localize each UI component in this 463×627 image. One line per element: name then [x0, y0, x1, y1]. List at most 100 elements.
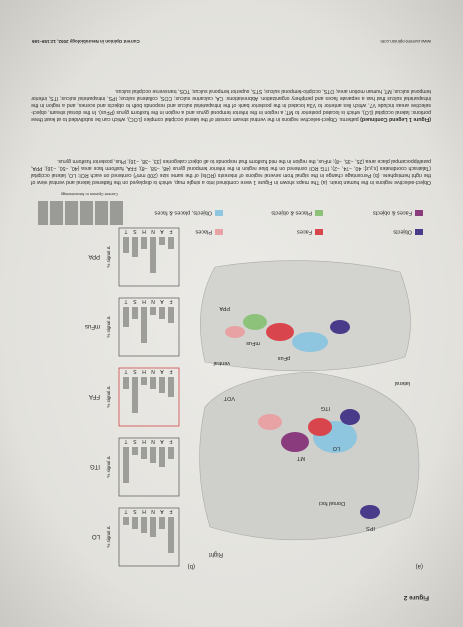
bar-category: T: [124, 438, 127, 444]
map-label: LO: [332, 445, 340, 451]
bar: [132, 377, 138, 413]
credit: Current Opinion in Neurobiology: [60, 192, 118, 197]
bar-category: T: [124, 298, 127, 304]
bar: [159, 517, 165, 529]
legend-text: Faces & objects: [372, 210, 412, 216]
legend-item: Faces: [223, 229, 323, 236]
y-axis-label: % signal Δ: [106, 526, 111, 547]
roi-name: ITG: [90, 463, 100, 469]
bar: [168, 377, 174, 397]
bar: [159, 447, 165, 467]
bar: [123, 237, 129, 253]
legend-swatch: [415, 229, 423, 236]
legend-swatch: [315, 229, 323, 236]
bar: [159, 307, 165, 319]
bar-category: N: [151, 368, 155, 374]
bar: [150, 447, 156, 463]
legend-swatch: [415, 210, 423, 217]
roi-name: PPA: [88, 253, 100, 259]
legend-swatch: [215, 210, 223, 217]
bar: [141, 307, 147, 343]
bar-category: F: [169, 228, 172, 234]
legend-item: Faces & objects: [323, 210, 423, 217]
bar: [132, 237, 138, 257]
roi-name: mFus: [85, 323, 100, 329]
bar: [159, 237, 165, 245]
bar-category: F: [169, 438, 172, 444]
legend-text: Objects, places & faces: [154, 210, 212, 216]
legend-swatch: [215, 229, 223, 236]
map-label: VOT: [223, 395, 235, 401]
map-label: mFus: [246, 340, 260, 346]
bar: [132, 517, 138, 529]
caption-continued-label: (Figure 1 Legend Continued): [360, 116, 431, 122]
bar-category: S: [133, 228, 137, 234]
panel-frame: [118, 227, 180, 287]
map-label: ventral: [213, 360, 230, 366]
map-label: Dorsal foci: [319, 500, 345, 506]
legend-text: Objects: [393, 229, 412, 235]
panel-frame: [118, 507, 180, 567]
caption: Object-selective regions in the human br…: [31, 158, 431, 185]
bar-category: T: [124, 508, 127, 514]
bar: [168, 447, 174, 459]
figure-label: Figure 2: [403, 594, 429, 601]
bar: [168, 307, 174, 323]
bar-category: H: [142, 438, 146, 444]
bar: [123, 377, 129, 389]
legend-text: Places: [195, 229, 212, 235]
bar-category: F: [169, 298, 172, 304]
roi-bar-charts: F A N H S T% signal Δ LO F A N H S T% signal Δ ITG F A N…: [70, 222, 180, 567]
bar: [123, 307, 129, 327]
legend-swatch: [315, 210, 323, 217]
footer-journal: Current Opinion in Neurobiology 2002, 12…: [32, 39, 140, 44]
bar-category: H: [142, 368, 146, 374]
map-label: ITG: [321, 405, 330, 411]
bar-category: A: [160, 508, 164, 514]
bar: [150, 517, 156, 537]
panel-frame: [118, 437, 180, 497]
bar: [141, 377, 147, 385]
bar: [168, 517, 174, 553]
bar: [123, 447, 129, 483]
bar: [141, 517, 147, 533]
map-label: MT: [296, 455, 305, 461]
bar-category: N: [151, 228, 155, 234]
bar-category: N: [151, 438, 155, 444]
legend-text: Faces: [297, 229, 312, 235]
legend-item: Objects, places & faces: [123, 210, 223, 217]
bar-category: T: [124, 228, 127, 234]
bar-category: N: [151, 298, 155, 304]
y-axis-label: % signal Δ: [106, 316, 111, 337]
bar: [168, 237, 174, 249]
panel-frame: [118, 297, 180, 357]
legend-item: Places & objects: [223, 210, 323, 217]
bar-category: N: [151, 508, 155, 514]
bar: [141, 237, 147, 249]
bar: [159, 377, 165, 393]
bar: [150, 377, 156, 389]
bar: [150, 237, 156, 273]
brain-map: IPS Dorsal foci LO MT ITG pFus mFus VOT PPA later…: [199, 260, 420, 541]
bar: [141, 447, 147, 459]
map-label: PPA: [219, 305, 230, 311]
bar-category: A: [160, 368, 164, 374]
bar-category: H: [142, 508, 146, 514]
bar: [150, 307, 156, 315]
activation-blobs: [225, 314, 380, 519]
panel-label: (a): [415, 563, 423, 569]
stimulus-icons: [38, 201, 123, 225]
footer-url: www.current-opinion.com: [380, 39, 431, 44]
y-axis-label: % signal Δ: [106, 246, 111, 267]
bar: [132, 447, 138, 455]
map-label: pFus: [278, 355, 290, 361]
bar: [123, 517, 129, 525]
map-label: lateral: [395, 380, 410, 386]
ventral-surface: [200, 260, 411, 372]
